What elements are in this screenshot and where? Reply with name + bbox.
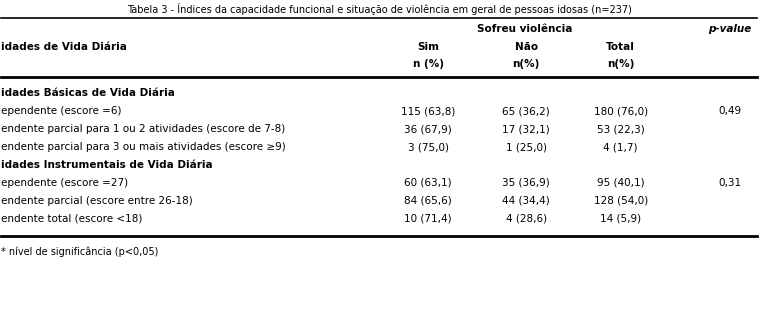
Text: 0,31: 0,31: [719, 178, 742, 188]
Text: 44 (34,4): 44 (34,4): [502, 196, 550, 206]
Text: p-value: p-value: [708, 24, 751, 34]
Text: 95 (40,1): 95 (40,1): [597, 178, 644, 188]
Text: endente parcial (escore entre 26-18): endente parcial (escore entre 26-18): [2, 196, 193, 206]
Text: * nível de significância (p<0,05): * nível de significância (p<0,05): [2, 246, 159, 257]
Text: Tabela 3 - Índices da capacidade funcional e situação de violência em geral de p: Tabela 3 - Índices da capacidade funcion…: [127, 3, 631, 15]
Text: idades Instrumentais de Vida Diária: idades Instrumentais de Vida Diária: [2, 160, 213, 170]
Text: n (%): n (%): [413, 59, 443, 69]
Text: 3 (75,0): 3 (75,0): [408, 142, 449, 152]
Text: 10 (71,4): 10 (71,4): [405, 214, 452, 224]
Text: endente parcial para 1 ou 2 atividades (escore de 7-8): endente parcial para 1 ou 2 atividades (…: [2, 124, 285, 134]
Text: ependente (escore =6): ependente (escore =6): [2, 106, 122, 116]
Text: 128 (54,0): 128 (54,0): [594, 196, 647, 206]
Text: 84 (65,6): 84 (65,6): [405, 196, 452, 206]
Text: Sim: Sim: [417, 42, 439, 52]
Text: 14 (5,9): 14 (5,9): [600, 214, 641, 224]
Text: Não: Não: [515, 42, 538, 52]
Text: Sofreu violência: Sofreu violência: [477, 24, 572, 34]
Text: 65 (36,2): 65 (36,2): [502, 106, 550, 116]
Text: 36 (67,9): 36 (67,9): [405, 124, 452, 134]
Text: 53 (22,3): 53 (22,3): [597, 124, 644, 134]
Text: 115 (63,8): 115 (63,8): [401, 106, 455, 116]
Text: idades Básicas de Vida Diária: idades Básicas de Vida Diária: [2, 88, 175, 98]
Text: 4 (28,6): 4 (28,6): [505, 214, 546, 224]
Text: 35 (36,9): 35 (36,9): [502, 178, 550, 188]
Text: idades de Vida Diária: idades de Vida Diária: [2, 42, 128, 52]
Text: n(%): n(%): [607, 59, 635, 69]
Text: ependente (escore =27): ependente (escore =27): [2, 178, 128, 188]
Text: 4 (1,7): 4 (1,7): [603, 142, 638, 152]
Text: 1 (25,0): 1 (25,0): [505, 142, 546, 152]
Text: 17 (32,1): 17 (32,1): [502, 124, 550, 134]
Text: 0,49: 0,49: [719, 106, 742, 116]
Text: 180 (76,0): 180 (76,0): [594, 106, 647, 116]
Text: Total: Total: [606, 42, 635, 52]
Text: 60 (63,1): 60 (63,1): [405, 178, 452, 188]
Text: endente total (escore <18): endente total (escore <18): [2, 214, 143, 224]
Text: endente parcial para 3 ou mais atividades (escore ≥9): endente parcial para 3 ou mais atividade…: [2, 142, 286, 152]
Text: n(%): n(%): [512, 59, 540, 69]
